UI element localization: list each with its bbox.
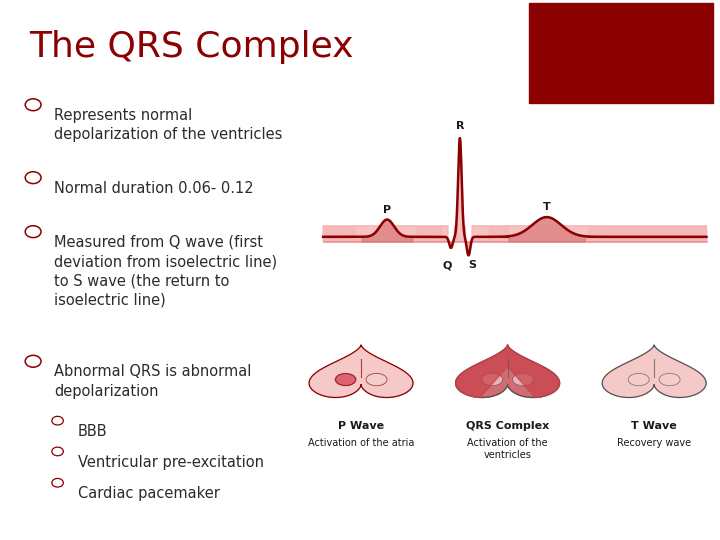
Ellipse shape bbox=[513, 373, 534, 386]
Text: Recovery wave: Recovery wave bbox=[617, 437, 691, 448]
Text: Q: Q bbox=[442, 260, 451, 271]
Text: Represents normal
depolarization of the ventricles: Represents normal depolarization of the … bbox=[54, 108, 282, 142]
Polygon shape bbox=[456, 345, 559, 397]
Polygon shape bbox=[309, 345, 413, 397]
Text: Ventricular pre-excitation: Ventricular pre-excitation bbox=[78, 455, 264, 470]
Text: R: R bbox=[456, 120, 464, 131]
FancyBboxPatch shape bbox=[529, 3, 713, 103]
Ellipse shape bbox=[366, 373, 387, 386]
Text: The QRS Complex: The QRS Complex bbox=[29, 30, 354, 64]
Text: Measured from Q wave (first
deviation from isoelectric line)
to S wave (the retu: Measured from Q wave (first deviation fr… bbox=[54, 235, 277, 307]
Text: BBB: BBB bbox=[78, 424, 107, 439]
Text: Activation of the atria: Activation of the atria bbox=[308, 437, 414, 448]
Text: T: T bbox=[543, 202, 551, 212]
Ellipse shape bbox=[629, 373, 649, 386]
Text: T Wave: T Wave bbox=[631, 421, 677, 431]
Ellipse shape bbox=[336, 374, 356, 386]
Text: P Wave: P Wave bbox=[338, 421, 384, 431]
Text: QRS Complex: QRS Complex bbox=[466, 421, 549, 431]
Text: S: S bbox=[468, 260, 477, 271]
Text: Normal duration 0.06- 0.12: Normal duration 0.06- 0.12 bbox=[54, 181, 253, 196]
Polygon shape bbox=[602, 345, 706, 397]
Text: Cardiac pacemaker: Cardiac pacemaker bbox=[78, 486, 220, 501]
Text: Abnormal QRS is abnormal
depolarization: Abnormal QRS is abnormal depolarization bbox=[54, 364, 251, 399]
Polygon shape bbox=[456, 345, 559, 397]
Ellipse shape bbox=[659, 373, 680, 386]
Ellipse shape bbox=[335, 373, 356, 386]
Text: P: P bbox=[383, 205, 391, 215]
Ellipse shape bbox=[482, 373, 503, 386]
Text: Activation of the
ventricles: Activation of the ventricles bbox=[467, 437, 548, 460]
